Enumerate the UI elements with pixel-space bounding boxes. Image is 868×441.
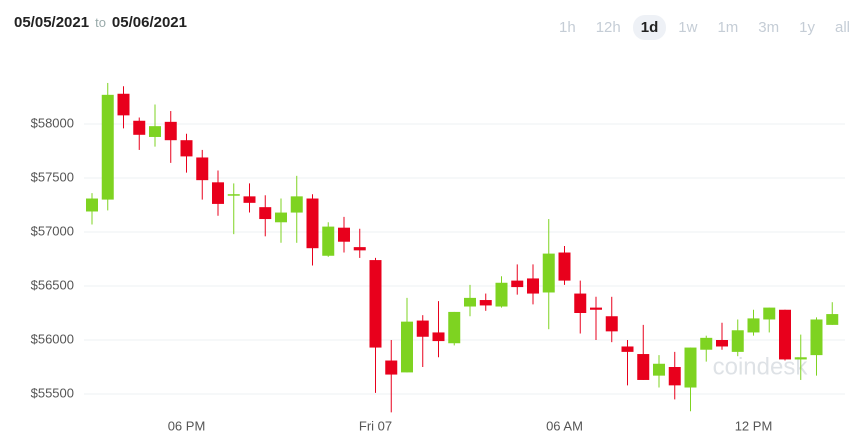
range-button[interactable]: 1y	[791, 15, 823, 40]
candle-body	[259, 207, 272, 220]
candle-body	[133, 120, 146, 135]
range-button[interactable]: all	[827, 15, 858, 40]
candle-body	[668, 367, 681, 386]
range-button[interactable]: 1d	[632, 15, 667, 40]
y-tick-label: $57000	[31, 223, 74, 238]
candle-body	[275, 212, 287, 223]
candle-body	[542, 253, 555, 293]
candle-body	[432, 332, 445, 342]
date-range: 05/05/2021 to 05/06/2021	[14, 14, 187, 31]
candle-body	[700, 337, 713, 350]
candle-body	[227, 194, 240, 196]
candle-body	[196, 157, 209, 181]
candle-body	[810, 319, 823, 356]
candle-body	[164, 121, 177, 141]
range-button[interactable]: 1w	[670, 15, 705, 40]
range-button[interactable]: 1m	[709, 15, 746, 40]
candle-body	[464, 297, 476, 307]
range-button[interactable]: 1h	[551, 15, 584, 40]
candle-body	[794, 357, 807, 360]
candle-body	[401, 321, 413, 373]
candle-body	[684, 347, 697, 388]
candle-body	[101, 94, 114, 200]
range-buttons: 1h 12h 1d 1w 1m 3m 1y all	[551, 15, 858, 40]
to-word: to	[95, 15, 106, 30]
x-tick-label: 06 AM	[546, 418, 583, 433]
y-tick-label: $57500	[31, 169, 74, 184]
y-tick-label: $55500	[31, 385, 74, 400]
y-tick-label: $58000	[31, 115, 74, 130]
range-button[interactable]: 12h	[588, 15, 629, 40]
candle-body	[322, 226, 335, 256]
candle-body	[621, 346, 634, 352]
candle-body	[243, 196, 256, 203]
candle-body	[117, 93, 130, 116]
candle-body	[353, 247, 366, 251]
candle-body	[290, 196, 303, 213]
x-tick-label: 12 PM	[735, 418, 773, 433]
candle-body	[605, 316, 618, 332]
watermark: coindesk	[713, 353, 809, 380]
candle-body	[527, 278, 539, 294]
candle-body	[637, 354, 650, 380]
candle-body	[448, 311, 461, 344]
candle-body	[385, 360, 398, 375]
x-tick-label: Fri 07	[359, 418, 392, 433]
date-from: 05/05/2021	[14, 14, 90, 31]
candle-body	[653, 363, 665, 376]
candle-body	[747, 318, 760, 333]
candle-body	[763, 307, 776, 320]
candle-body	[716, 340, 728, 347]
candle-body	[86, 198, 98, 212]
candle-body	[511, 280, 524, 288]
candle-body	[369, 260, 382, 348]
x-tick-label: 06 PM	[168, 418, 206, 433]
candle-body	[149, 126, 161, 137]
candle-body	[180, 140, 193, 157]
y-tick-label: $56000	[31, 331, 74, 346]
candle-body	[416, 320, 429, 337]
candle-body	[306, 198, 319, 249]
candle-body	[590, 307, 602, 310]
candle-body	[731, 330, 744, 352]
range-button[interactable]: 3m	[750, 15, 787, 40]
candle-body	[338, 227, 350, 242]
candle-body	[212, 182, 224, 204]
candle-body	[495, 282, 508, 307]
candle-body	[574, 293, 587, 313]
candle-body	[826, 314, 839, 325]
candle-body	[479, 300, 492, 306]
y-tick-label: $56500	[31, 277, 74, 292]
candle-body	[558, 252, 571, 281]
candle-body	[779, 309, 791, 360]
date-to: 05/06/2021	[111, 14, 187, 31]
